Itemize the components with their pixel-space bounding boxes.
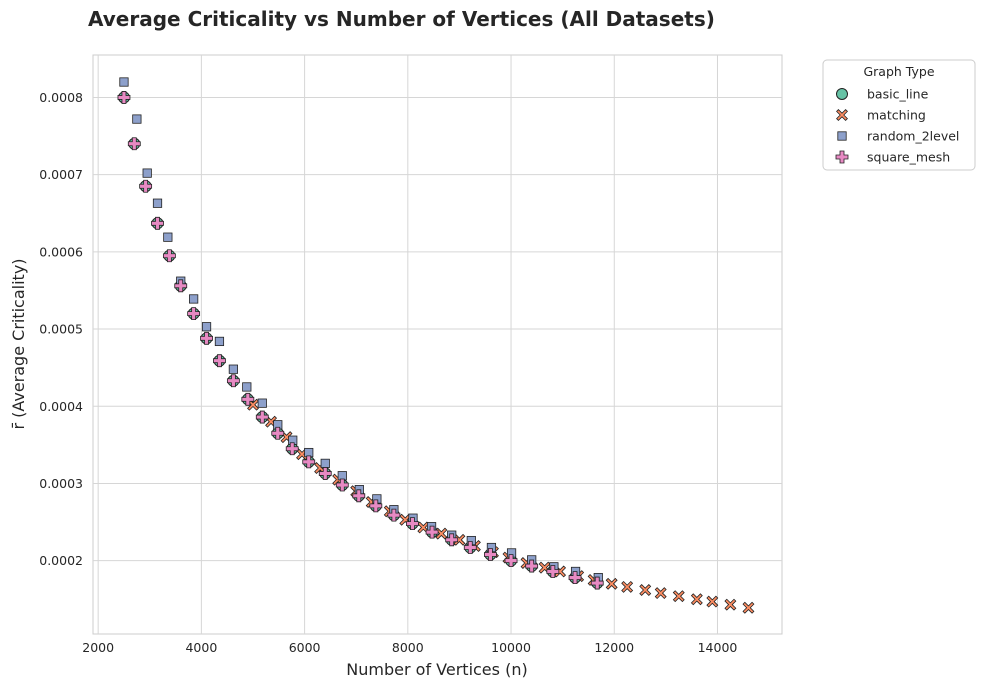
data-point xyxy=(247,398,259,411)
legend-box xyxy=(822,59,976,171)
x-tick-label: 10000 xyxy=(491,640,531,655)
data-point xyxy=(335,478,349,492)
data-point xyxy=(302,455,316,469)
x-tick-label: 14000 xyxy=(698,640,738,655)
data-point xyxy=(174,279,188,293)
data-point xyxy=(162,249,176,263)
x-tick-label: 4000 xyxy=(185,640,217,655)
data-point xyxy=(568,571,582,585)
data-point xyxy=(187,307,201,321)
legend-items: basic_line matching random_2level square_me… xyxy=(835,87,959,165)
data-point xyxy=(152,198,163,208)
data-point xyxy=(639,584,652,596)
data-point xyxy=(546,565,560,578)
data-point xyxy=(213,354,226,368)
data-point xyxy=(127,137,141,151)
data-point xyxy=(525,559,539,573)
y-tick-label: 0.0003 xyxy=(39,476,83,491)
data-point xyxy=(672,590,685,603)
data-point xyxy=(214,336,225,347)
data-point xyxy=(690,593,703,606)
data-point xyxy=(387,508,401,522)
y-tick-label: 0.0008 xyxy=(39,90,83,105)
legend-label: random_2level xyxy=(867,129,959,144)
data-point xyxy=(142,168,152,178)
data-point xyxy=(504,554,518,568)
data-point xyxy=(320,458,330,468)
data-point xyxy=(132,114,142,124)
plot-area xyxy=(92,54,783,635)
data-point xyxy=(352,489,366,503)
data-point xyxy=(605,577,618,590)
data-point xyxy=(257,398,267,408)
legend-item-random-2level: random_2level xyxy=(837,129,959,144)
data-point xyxy=(435,527,448,540)
data-point xyxy=(119,77,129,87)
data-point xyxy=(226,374,240,388)
data-point xyxy=(189,294,199,304)
data-point xyxy=(369,499,383,513)
data-point xyxy=(139,179,153,193)
x-tick-label: 8000 xyxy=(392,640,424,655)
data-point xyxy=(425,525,439,539)
legend: Graph Type basic_line matching random_2lev… xyxy=(822,59,976,171)
data-point xyxy=(285,442,299,456)
legend-marker-icon xyxy=(835,150,849,164)
data-point xyxy=(151,216,164,230)
y-tick-label: 0.0005 xyxy=(39,322,83,337)
data-point xyxy=(201,322,212,332)
data-points xyxy=(117,77,755,614)
legend-marker-icon xyxy=(836,109,848,121)
tick-labels: 2000 4000 6000 8000 10000 12000 14000 0.0002 0.0… xyxy=(39,90,737,655)
y-tick-label: 0.0004 xyxy=(39,399,83,414)
x-tick-label: 12000 xyxy=(594,640,634,655)
legend-label: basic_line xyxy=(867,87,929,102)
data-point xyxy=(484,548,497,561)
data-point xyxy=(117,91,131,104)
legend-label: square_mesh xyxy=(867,150,950,165)
data-point xyxy=(590,576,604,590)
legend-item-matching: matching xyxy=(836,108,926,123)
legend-item-basic-line: basic_line xyxy=(836,87,929,102)
data-point xyxy=(271,426,285,440)
data-point xyxy=(228,364,238,374)
data-point xyxy=(463,541,477,554)
data-point xyxy=(742,601,755,614)
legend-marker-icon xyxy=(836,88,848,100)
legend-marker-icon xyxy=(837,131,847,141)
data-point xyxy=(445,533,459,547)
data-point xyxy=(200,331,213,345)
data-point xyxy=(241,392,255,406)
data-point xyxy=(163,232,173,242)
series-square-mesh xyxy=(117,91,604,590)
y-tick-label: 0.0002 xyxy=(39,553,83,568)
data-point xyxy=(406,517,419,531)
y-tick-label: 0.0006 xyxy=(39,244,83,259)
legend-label: matching xyxy=(867,108,926,123)
legend-item-square-mesh: square_mesh xyxy=(835,150,950,165)
data-point xyxy=(255,410,269,424)
chart-title: Average Criticality vs Number of Vertice… xyxy=(88,7,715,31)
data-point xyxy=(318,467,332,480)
legend-title: Graph Type xyxy=(863,64,934,79)
y-tick-label: 0.0007 xyxy=(39,167,83,182)
x-tick-label: 2000 xyxy=(82,640,114,655)
x-tick-label: 6000 xyxy=(289,640,321,655)
data-point xyxy=(706,595,719,608)
data-point xyxy=(654,587,667,600)
data-point xyxy=(242,382,252,392)
x-axis-label: Number of Vertices (n) xyxy=(346,660,527,679)
data-point xyxy=(621,580,634,593)
y-axis-label: r̄ (Average Criticality) xyxy=(9,258,28,429)
data-point xyxy=(724,598,737,611)
